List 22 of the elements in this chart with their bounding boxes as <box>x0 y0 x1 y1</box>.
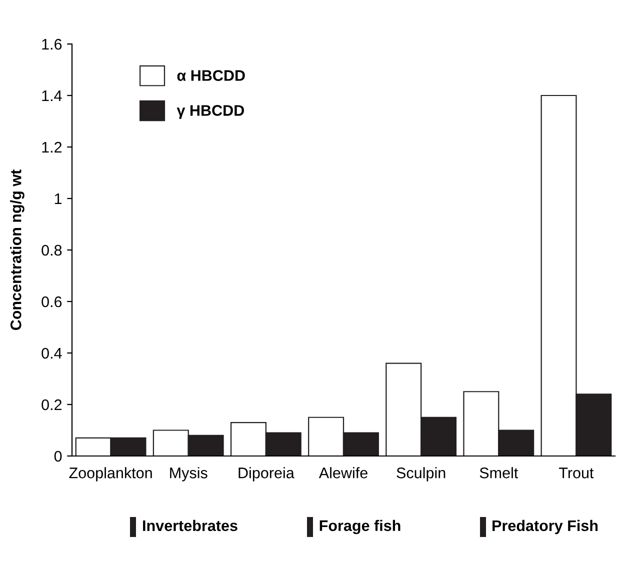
x-tick-label: Sculpin <box>396 467 446 482</box>
x-tick-label: Diporeia <box>238 467 294 482</box>
y-tick-label: 0 <box>54 450 62 462</box>
legend-label: γ HBCDD <box>176 105 244 119</box>
y-tick-label: 1.6 <box>42 38 62 50</box>
text: Predatory Fish <box>492 520 598 534</box>
x-tick-label: Trout <box>559 468 594 478</box>
text: Forage fish <box>320 520 400 534</box>
x-tick-label: Smelt <box>480 467 518 478</box>
x-tick-label: Mysis <box>170 467 208 482</box>
y-tick-label: 1.2 <box>42 142 62 153</box>
y-tick-label: 0.2 <box>42 399 62 410</box>
y-axis-title: Concentration ng/g wt <box>10 170 24 330</box>
y-tick-label: 1 <box>54 194 62 204</box>
y-tick-label: 0.6 <box>42 296 62 308</box>
x-tick-label: Zooplankton <box>69 467 152 482</box>
y-tick-label: 0.8 <box>42 244 62 256</box>
legend-label: α HBCDD <box>177 70 245 81</box>
x-tick-label: Alewife <box>318 467 368 478</box>
y-tick-label: 1.4 <box>42 90 62 102</box>
text: Invertebrates <box>143 520 238 532</box>
y-tick-label: 0.4 <box>42 348 62 359</box>
